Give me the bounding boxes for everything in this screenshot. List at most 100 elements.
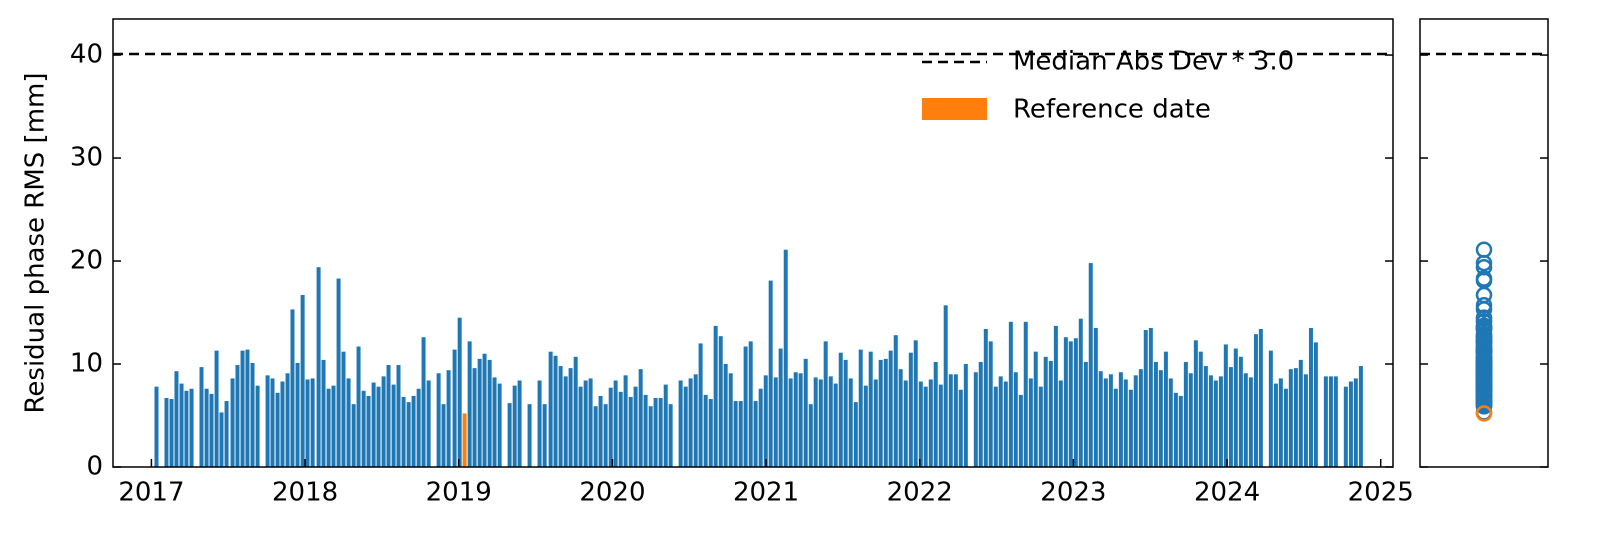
bar <box>164 397 169 467</box>
bar <box>923 386 928 467</box>
bar <box>1068 341 1073 467</box>
bar <box>653 397 658 467</box>
bar <box>1058 380 1063 467</box>
bar <box>316 267 321 467</box>
bar <box>1138 369 1143 467</box>
bar <box>209 393 214 467</box>
bar <box>1128 389 1133 467</box>
bar <box>548 351 553 467</box>
bar <box>808 404 813 467</box>
bar <box>963 364 968 467</box>
bar <box>482 353 487 467</box>
bar <box>793 372 798 467</box>
bar <box>878 359 883 467</box>
bar <box>948 374 953 467</box>
distribution-point <box>1475 272 1493 289</box>
bar <box>1113 388 1118 467</box>
bar <box>828 376 833 467</box>
bar <box>818 379 823 467</box>
bar <box>1118 372 1123 467</box>
bar <box>698 343 703 467</box>
bar <box>214 350 219 467</box>
bar <box>733 401 738 467</box>
distribution-point <box>1475 378 1493 395</box>
bar <box>341 351 346 467</box>
bar <box>457 317 462 467</box>
bar <box>1198 351 1203 467</box>
bar <box>998 376 1003 467</box>
bar <box>683 386 688 467</box>
bar <box>1123 379 1128 467</box>
bar <box>713 325 718 467</box>
bar <box>512 385 517 467</box>
bar <box>933 361 938 467</box>
bar <box>838 352 843 467</box>
bar <box>1333 376 1338 467</box>
distribution-point <box>1475 254 1493 272</box>
y-tick-label: 0 <box>86 452 103 482</box>
bar <box>366 395 371 467</box>
bar <box>421 337 426 467</box>
bar <box>381 376 386 467</box>
bar <box>1248 377 1253 467</box>
bar <box>1108 374 1113 467</box>
bar <box>753 401 758 467</box>
bar <box>436 373 441 467</box>
bar <box>265 375 270 467</box>
bar <box>1143 330 1148 467</box>
bar <box>497 383 502 467</box>
bar <box>1218 376 1223 467</box>
bar <box>868 351 873 467</box>
bar <box>1103 378 1108 467</box>
x-tick-label: 2017 <box>118 478 184 508</box>
bar <box>603 404 608 467</box>
bar <box>1158 370 1163 467</box>
bar <box>1018 394 1023 467</box>
bar <box>184 390 189 467</box>
bar <box>452 349 457 467</box>
bar <box>331 385 336 467</box>
bar <box>1288 369 1293 467</box>
plot-frame <box>112 18 1394 468</box>
bar <box>913 340 918 467</box>
bar <box>1048 360 1053 467</box>
bar <box>1298 359 1303 467</box>
bar <box>441 404 446 467</box>
side-panel-frame <box>1419 18 1549 468</box>
bar <box>1173 392 1178 467</box>
bar <box>748 341 753 467</box>
bar <box>1178 395 1183 467</box>
distribution-point <box>1475 334 1493 351</box>
x-tick-label: 2021 <box>733 478 799 508</box>
bar <box>863 385 868 467</box>
bar <box>477 358 482 467</box>
y-tick-label: 10 <box>70 349 103 379</box>
y-tick-label: 20 <box>70 246 103 276</box>
bar <box>1168 378 1173 467</box>
x-tick-label: 2023 <box>1040 478 1106 508</box>
bar <box>321 359 326 467</box>
bar <box>708 399 713 467</box>
bar <box>416 388 421 467</box>
bar <box>563 376 568 467</box>
bar <box>663 384 668 467</box>
bar <box>1358 366 1363 467</box>
bar <box>743 346 748 467</box>
bar <box>1253 334 1258 467</box>
bar <box>1328 376 1333 467</box>
bar <box>958 389 963 467</box>
x-tick-label: 2019 <box>426 478 492 508</box>
bar <box>983 328 988 467</box>
bar <box>938 384 943 467</box>
bar <box>189 388 194 467</box>
bar <box>1013 372 1018 467</box>
bar <box>888 350 893 467</box>
bar <box>1088 263 1093 467</box>
distribution-point <box>1475 370 1493 387</box>
bar <box>1258 328 1263 467</box>
bar <box>240 350 245 467</box>
bar <box>446 370 451 467</box>
bar <box>788 378 793 467</box>
bar <box>1283 388 1288 467</box>
bar <box>1163 351 1168 467</box>
